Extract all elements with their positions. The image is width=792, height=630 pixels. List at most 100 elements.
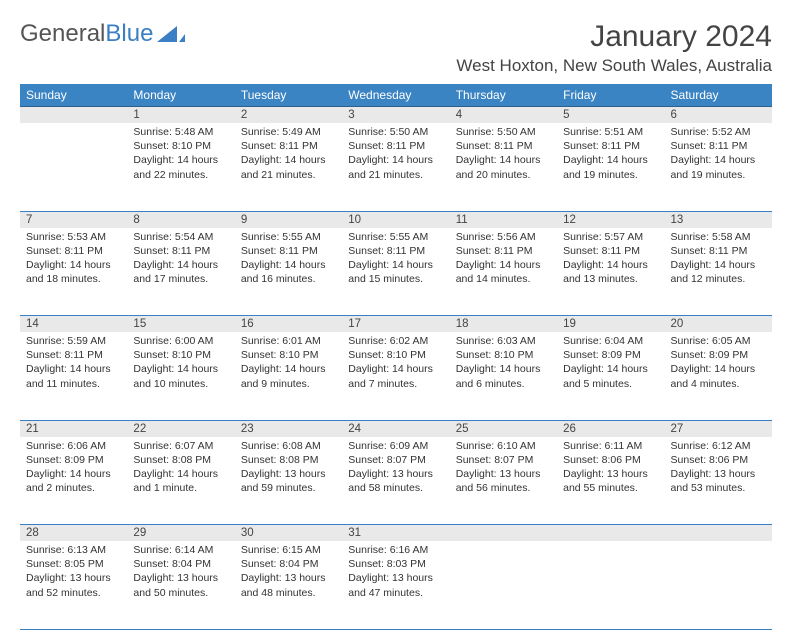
day-number-cell <box>557 525 664 542</box>
day-cell <box>665 541 772 629</box>
daylight-text: Daylight: 13 hours and 47 minutes. <box>348 571 443 599</box>
sunset-text: Sunset: 8:11 PM <box>241 244 336 258</box>
sunset-text: Sunset: 8:10 PM <box>241 348 336 362</box>
sunset-text: Sunset: 8:09 PM <box>563 348 658 362</box>
day-body: Sunrise: 5:54 AMSunset: 8:11 PMDaylight:… <box>127 228 234 291</box>
week-row: Sunrise: 5:59 AMSunset: 8:11 PMDaylight:… <box>20 332 772 420</box>
day-number-cell: 24 <box>342 420 449 437</box>
day-number-cell: 12 <box>557 211 664 228</box>
sunset-text: Sunset: 8:10 PM <box>133 139 228 153</box>
weekday-monday: Monday <box>127 84 234 107</box>
weekday-sunday: Sunday <box>20 84 127 107</box>
daylight-text: Daylight: 14 hours and 13 minutes. <box>563 258 658 286</box>
daylight-text: Daylight: 14 hours and 11 minutes. <box>26 362 121 390</box>
sunrise-text: Sunrise: 6:07 AM <box>133 439 228 453</box>
week-row: Sunrise: 5:48 AMSunset: 8:10 PM Daylight:… <box>20 123 772 211</box>
page-header: GeneralBlue January 2024 West Hoxton, Ne… <box>20 20 772 76</box>
sunset-text: Sunset: 8:11 PM <box>26 348 121 362</box>
weekday-friday: Friday <box>557 84 664 107</box>
sunset-text: Sunset: 8:10 PM <box>348 348 443 362</box>
daylight-text: Daylight: 13 hours and 55 minutes. <box>563 467 658 495</box>
day-cell: Sunrise: 6:14 AMSunset: 8:04 PMDaylight:… <box>127 541 234 629</box>
day-cell: Sunrise: 5:49 AMSunset: 8:11 PMDaylight:… <box>235 123 342 211</box>
sunset-text: Sunset: 8:07 PM <box>456 453 551 467</box>
day-cell: Sunrise: 6:11 AMSunset: 8:06 PMDaylight:… <box>557 437 664 525</box>
day-number-cell: 11 <box>450 211 557 228</box>
day-cell: Sunrise: 6:03 AMSunset: 8:10 PMDaylight:… <box>450 332 557 420</box>
daylight-text: Daylight: 14 hours and 19 minutes. <box>671 153 766 181</box>
day-number-cell: 16 <box>235 316 342 333</box>
daylight-text: Daylight: 13 hours and 56 minutes. <box>456 467 551 495</box>
daylight-text: Daylight: 14 hours and 7 minutes. <box>348 362 443 390</box>
sunset-text: Sunset: 8:11 PM <box>671 139 766 153</box>
sunrise-text: Sunrise: 6:14 AM <box>133 543 228 557</box>
day-number-cell: 13 <box>665 211 772 228</box>
sunrise-text: Sunrise: 6:05 AM <box>671 334 766 348</box>
daylight-text: Daylight: 14 hours and 4 minutes. <box>671 362 766 390</box>
day-number-cell: 18 <box>450 316 557 333</box>
sunrise-text: Sunrise: 5:48 AM <box>133 125 228 139</box>
daylight-text: Daylight: 14 hours and 14 minutes. <box>456 258 551 286</box>
day-number-cell <box>665 525 772 542</box>
sunrise-text: Sunrise: 5:55 AM <box>241 230 336 244</box>
day-number-cell: 14 <box>20 316 127 333</box>
day-cell: Sunrise: 5:53 AMSunset: 8:11 PMDaylight:… <box>20 228 127 316</box>
day-body: Sunrise: 6:05 AMSunset: 8:09 PMDaylight:… <box>665 332 772 395</box>
day-cell: Sunrise: 5:56 AMSunset: 8:11 PMDaylight:… <box>450 228 557 316</box>
sunset-text: Sunset: 8:11 PM <box>456 244 551 258</box>
daylight-text: Daylight: 14 hours and 16 minutes. <box>241 258 336 286</box>
day-body: Sunrise: 6:13 AMSunset: 8:05 PMDaylight:… <box>20 541 127 604</box>
sunset-text: Sunset: 8:04 PM <box>241 557 336 571</box>
day-number-cell: 2 <box>235 107 342 124</box>
day-cell: Sunrise: 6:08 AMSunset: 8:08 PMDaylight:… <box>235 437 342 525</box>
daylight-text: Daylight: 14 hours and 17 minutes. <box>133 258 228 286</box>
day-body: Sunrise: 5:56 AMSunset: 8:11 PMDaylight:… <box>450 228 557 291</box>
day-number-cell: 28 <box>20 525 127 542</box>
daylight-text: Daylight: 13 hours and 52 minutes. <box>26 571 121 599</box>
sunrise-text: Sunrise: 6:15 AM <box>241 543 336 557</box>
day-body: Sunrise: 5:55 AMSunset: 8:11 PMDaylight:… <box>235 228 342 291</box>
day-number-cell: 3 <box>342 107 449 124</box>
day-body: Sunrise: 5:58 AMSunset: 8:11 PMDaylight:… <box>665 228 772 291</box>
daylight-text: Daylight: 14 hours and 10 minutes. <box>133 362 228 390</box>
daylight-text: Daylight: 14 hours and 19 minutes. <box>563 153 658 181</box>
day-number-cell: 17 <box>342 316 449 333</box>
day-body: Sunrise: 6:06 AMSunset: 8:09 PMDaylight:… <box>20 437 127 500</box>
day-body: Sunrise: 6:03 AMSunset: 8:10 PMDaylight:… <box>450 332 557 395</box>
day-body: Sunrise: 5:50 AMSunset: 8:11 PMDaylight:… <box>450 123 557 186</box>
sunset-text: Sunset: 8:11 PM <box>456 139 551 153</box>
daynum-row: 14151617181920 <box>20 316 772 333</box>
logo: GeneralBlue <box>20 20 185 48</box>
daynum-row: 123456 <box>20 107 772 124</box>
day-number-cell: 22 <box>127 420 234 437</box>
day-cell: Sunrise: 5:55 AMSunset: 8:11 PMDaylight:… <box>235 228 342 316</box>
day-body: Sunrise: 5:50 AMSunset: 8:11 PMDaylight:… <box>342 123 449 186</box>
sunset-text: Sunset: 8:10 PM <box>133 348 228 362</box>
daylight-text: Daylight: 13 hours and 48 minutes. <box>241 571 336 599</box>
day-cell: Sunrise: 5:59 AMSunset: 8:11 PMDaylight:… <box>20 332 127 420</box>
day-body: Sunrise: 6:00 AMSunset: 8:10 PMDaylight:… <box>127 332 234 395</box>
title-block: January 2024 West Hoxton, New South Wale… <box>456 20 772 76</box>
sunrise-text: Sunrise: 5:56 AM <box>456 230 551 244</box>
sunrise-text: Sunrise: 6:11 AM <box>563 439 658 453</box>
sunset-text: Sunset: 8:08 PM <box>133 453 228 467</box>
daylight-text: Daylight: 14 hours and 18 minutes. <box>26 258 121 286</box>
day-number-cell: 4 <box>450 107 557 124</box>
sunrise-text: Sunrise: 6:16 AM <box>348 543 443 557</box>
sunset-text: Sunset: 8:10 PM <box>456 348 551 362</box>
weekday-thursday: Thursday <box>450 84 557 107</box>
day-body: Sunrise: 5:53 AMSunset: 8:11 PMDaylight:… <box>20 228 127 291</box>
day-body: Sunrise: 5:48 AMSunset: 8:10 PMDaylight:… <box>127 123 234 186</box>
day-cell: Sunrise: 6:13 AMSunset: 8:05 PMDaylight:… <box>20 541 127 629</box>
day-body <box>20 123 127 129</box>
sunrise-text: Sunrise: 5:58 AM <box>671 230 766 244</box>
sunrise-text: Sunrise: 6:03 AM <box>456 334 551 348</box>
day-cell: Sunrise: 6:00 AMSunset: 8:10 PMDaylight:… <box>127 332 234 420</box>
day-cell: Sunrise: 6:01 AMSunset: 8:10 PMDaylight:… <box>235 332 342 420</box>
day-body: Sunrise: 6:12 AMSunset: 8:06 PMDaylight:… <box>665 437 772 500</box>
sunset-text: Sunset: 8:03 PM <box>348 557 443 571</box>
logo-text-part2: Blue <box>105 20 153 48</box>
sunset-text: Sunset: 8:11 PM <box>671 244 766 258</box>
day-body: Sunrise: 5:59 AMSunset: 8:11 PMDaylight:… <box>20 332 127 395</box>
day-cell <box>450 541 557 629</box>
